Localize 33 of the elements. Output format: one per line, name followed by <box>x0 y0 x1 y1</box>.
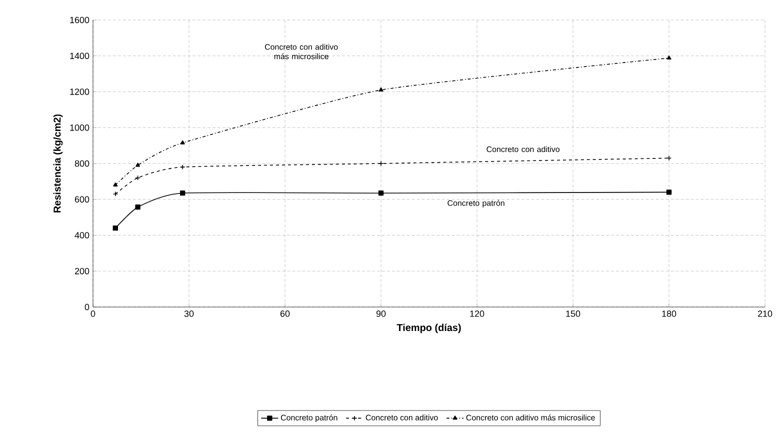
x-tick-label: 90 <box>376 310 386 317</box>
y-tick-label: 800 <box>74 160 90 167</box>
point <box>378 190 384 196</box>
point <box>666 156 672 161</box>
x-tick-label: 60 <box>280 310 290 317</box>
point <box>180 140 185 144</box>
x-axis-title: Tiempo (días) <box>396 324 461 334</box>
x-tick-label: 30 <box>184 310 194 317</box>
point <box>112 225 118 231</box>
point <box>113 182 118 187</box>
x-tick-label: 150 <box>566 310 580 317</box>
x-tick-label: 0 <box>90 310 96 317</box>
y-tick-label: 1600 <box>70 16 90 24</box>
point <box>136 162 140 167</box>
x-tick-label: 120 <box>470 310 484 317</box>
y-tick-label: 200 <box>74 268 90 274</box>
point <box>180 164 186 170</box>
point <box>112 191 118 197</box>
y-tick-label: 600 <box>74 196 90 203</box>
point <box>378 160 384 166</box>
y-tick-label: 1400 <box>70 52 90 60</box>
y-axis-title: Resistencia (kg/cm2) <box>53 114 63 212</box>
point <box>135 204 140 210</box>
y-tick-label: 400 <box>74 232 90 238</box>
point <box>666 55 672 60</box>
y-tick-label: 1000 <box>70 124 90 131</box>
point <box>666 190 672 195</box>
point <box>180 190 186 196</box>
y-tick-label: 0 <box>84 304 90 310</box>
y-tick-label: 1200 <box>70 88 90 95</box>
point <box>378 87 384 92</box>
x-tick-label: 210 <box>758 310 772 317</box>
x-tick-label: 180 <box>662 310 676 317</box>
